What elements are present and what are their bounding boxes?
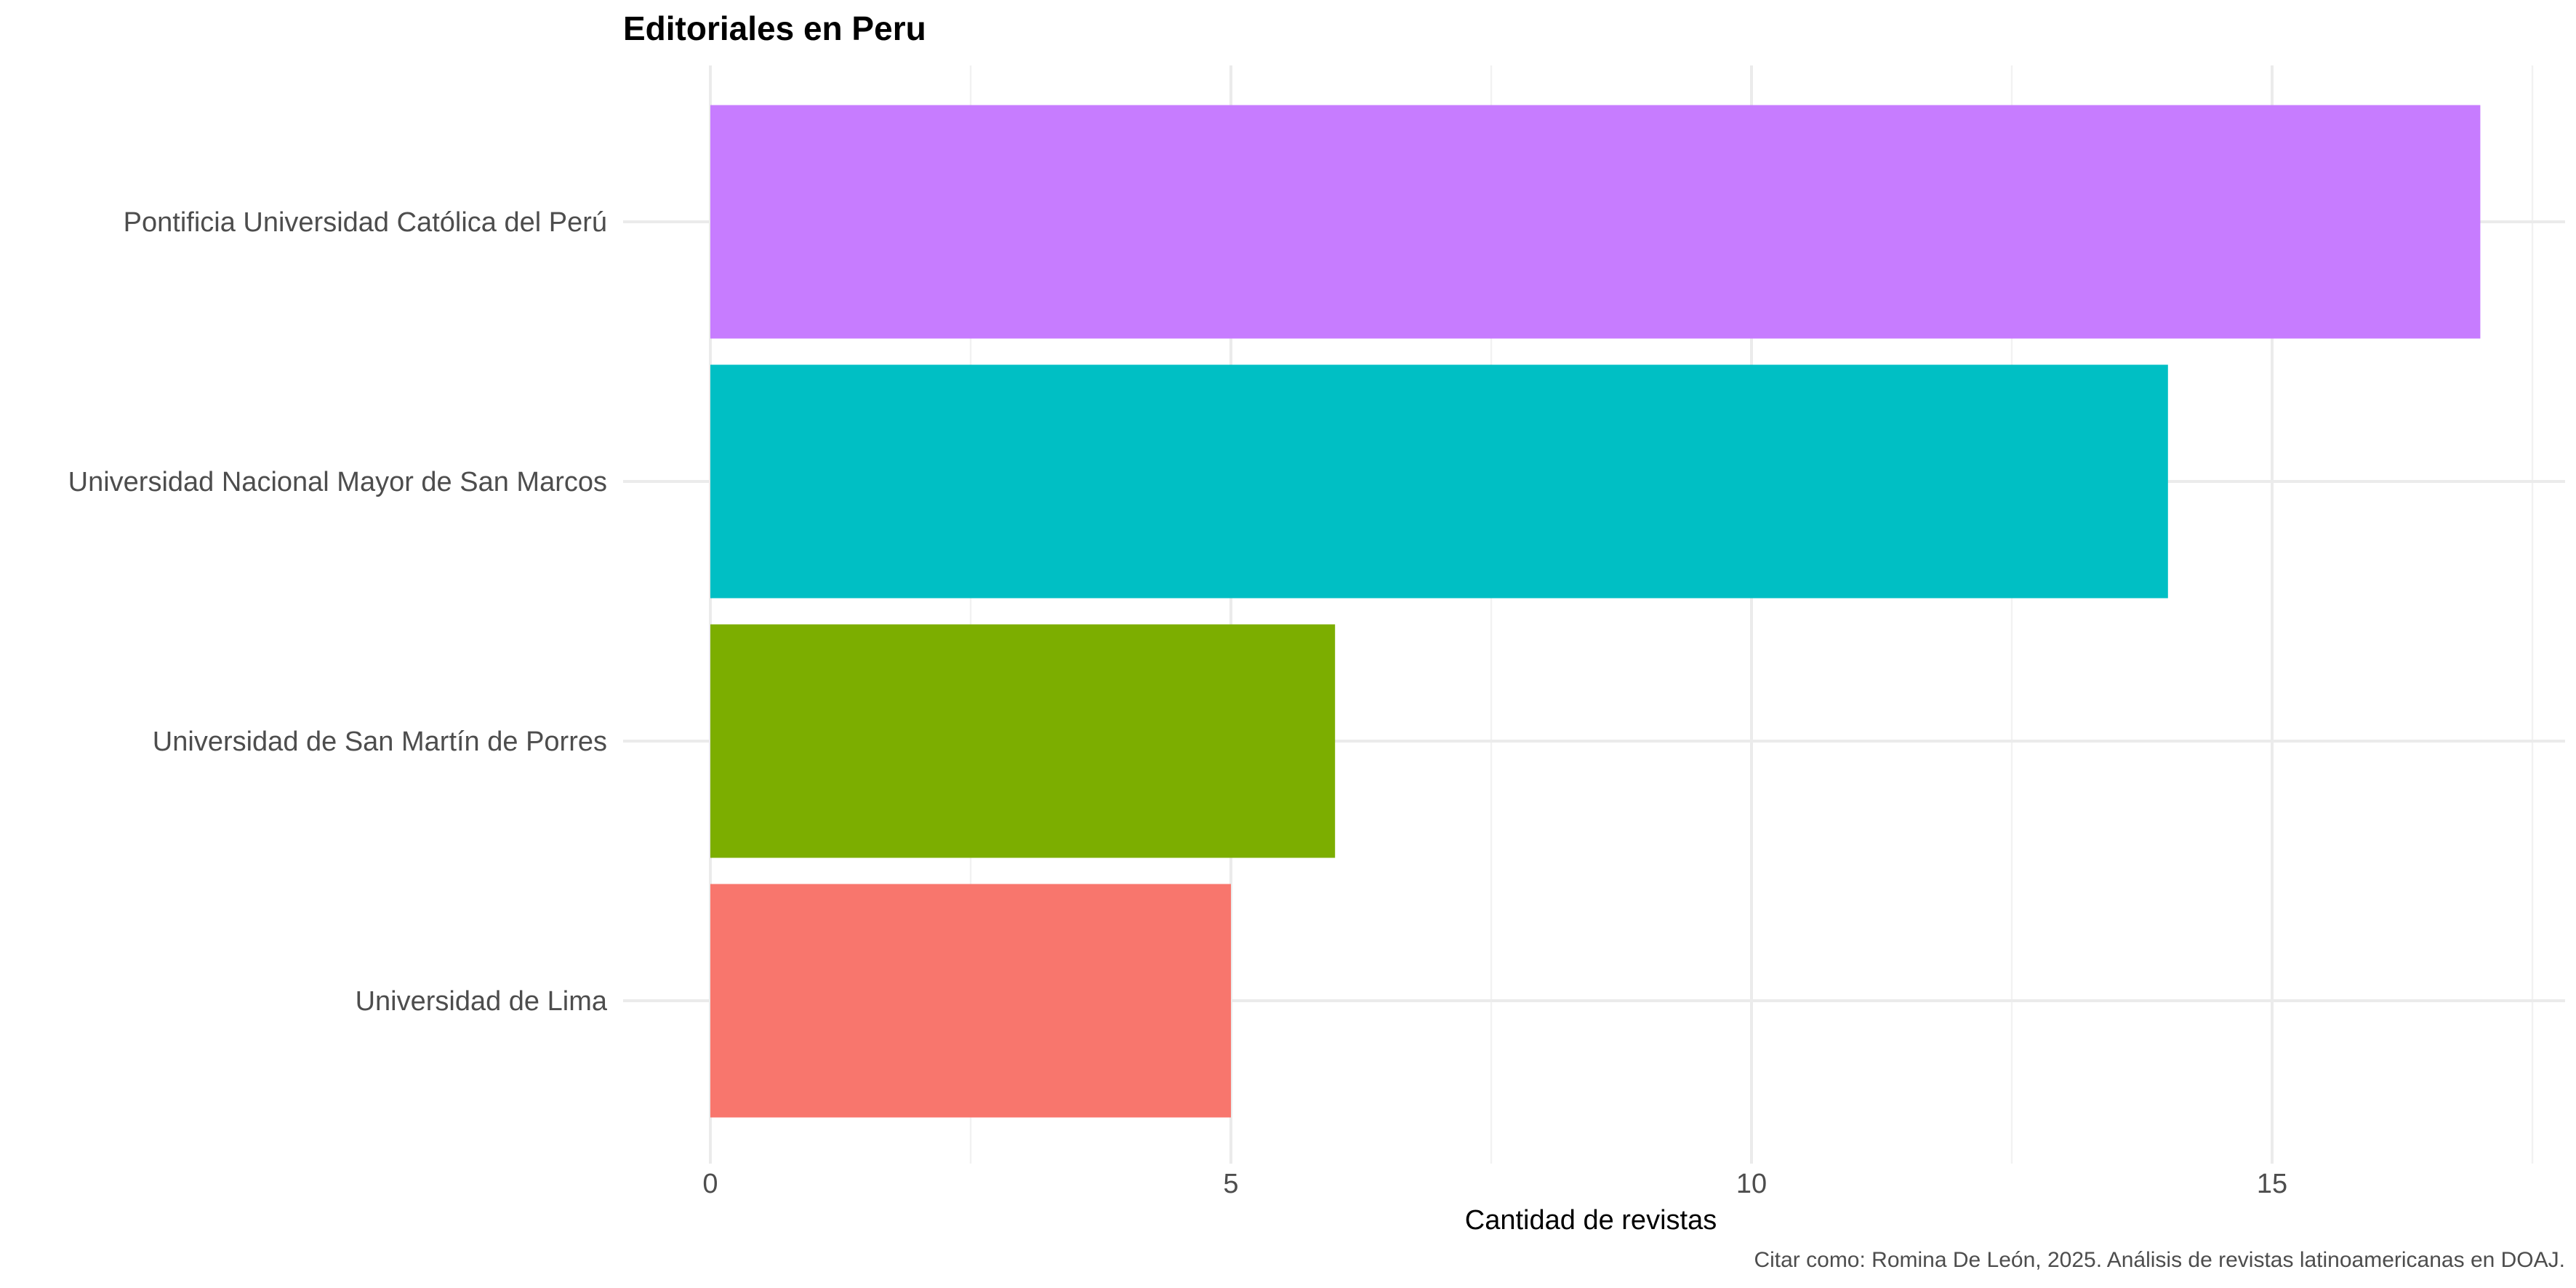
category-labels: Pontificia Universidad Católica del Perú… [68, 207, 608, 1017]
category-label: Pontificia Universidad Católica del Perú [124, 207, 607, 238]
x-tick-label: 0 [702, 1169, 718, 1199]
category-label: Universidad de San Martín de Porres [153, 727, 607, 757]
chart-caption: Citar como: Romina De León, 2025. Anális… [1754, 1248, 2565, 1272]
chart-title: Editoriales en Peru [623, 9, 926, 47]
x-tick-label: 15 [2257, 1169, 2287, 1199]
x-tick-labels: 0 5 10 15 [702, 1169, 2287, 1199]
x-axis-title: Cantidad de revistas [1465, 1205, 1717, 1236]
bar [710, 884, 1231, 1118]
category-label: Universidad de Lima [356, 986, 608, 1017]
x-tick-label: 5 [1223, 1169, 1238, 1199]
bars [710, 105, 2481, 1118]
bar [710, 105, 2481, 339]
x-tick-label: 10 [1736, 1169, 1767, 1199]
bar [710, 624, 1336, 858]
category-label: Universidad Nacional Mayor de San Marcos [68, 467, 607, 497]
bar [710, 364, 2168, 599]
